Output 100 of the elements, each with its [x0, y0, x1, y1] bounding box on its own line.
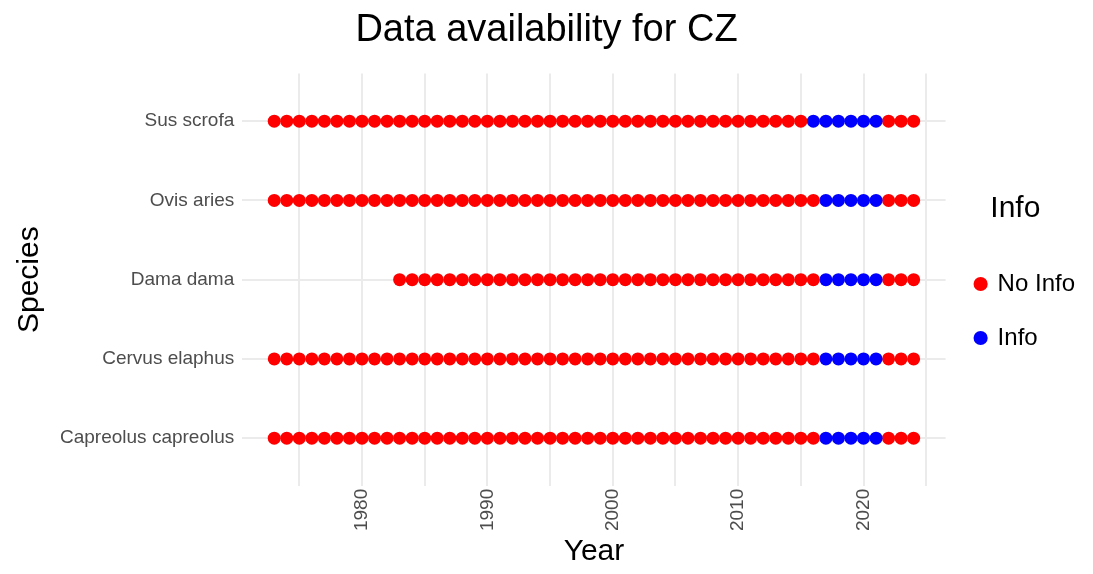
- point: [543, 431, 557, 445]
- point: [731, 273, 745, 287]
- point: [531, 273, 545, 287]
- point: [857, 114, 870, 128]
- point: [443, 431, 457, 445]
- point: [706, 431, 720, 445]
- point: [907, 431, 921, 445]
- point: [618, 352, 632, 366]
- point: [342, 114, 356, 128]
- point: [869, 431, 883, 445]
- point: [694, 193, 708, 207]
- point: [844, 114, 858, 128]
- y-tick-label: Ovis aries: [149, 188, 235, 210]
- point: [330, 114, 344, 128]
- point: [631, 114, 645, 128]
- point: [280, 352, 294, 366]
- x-tick-label: 2010: [726, 488, 748, 532]
- point: [781, 352, 795, 366]
- point: [531, 193, 545, 207]
- point: [593, 431, 607, 445]
- point: [631, 352, 645, 366]
- point: [769, 273, 783, 287]
- point: [882, 273, 896, 287]
- y-tick-label: Capreolus capreolus: [60, 426, 235, 448]
- point: [493, 431, 507, 445]
- point: [668, 431, 682, 445]
- point: [593, 193, 607, 207]
- point: [556, 431, 570, 445]
- point: [857, 273, 870, 287]
- point: [443, 114, 457, 128]
- point: [681, 273, 695, 287]
- point: [631, 193, 645, 207]
- point: [844, 193, 858, 207]
- x-tick-label: 2000: [600, 488, 622, 532]
- point: [568, 352, 582, 366]
- point: [618, 273, 632, 287]
- point: [531, 114, 545, 128]
- y-tick-label: Cervus elaphus: [102, 347, 235, 369]
- point: [719, 273, 733, 287]
- point: [618, 193, 632, 207]
- point: [694, 352, 708, 366]
- point: [869, 273, 883, 287]
- point: [368, 193, 382, 207]
- point: [631, 273, 645, 287]
- point: [643, 352, 657, 366]
- point: [568, 114, 582, 128]
- point: [794, 114, 808, 128]
- point: [393, 431, 407, 445]
- legend-title: Info: [990, 190, 1041, 224]
- point: [756, 273, 770, 287]
- point: [342, 193, 356, 207]
- point: [581, 114, 595, 128]
- point: [756, 193, 770, 207]
- point: [744, 352, 758, 366]
- point: [656, 273, 670, 287]
- point: [418, 114, 432, 128]
- point: [894, 114, 908, 128]
- point: [342, 431, 356, 445]
- point: [819, 352, 833, 366]
- point: [681, 352, 695, 366]
- point: [907, 193, 921, 207]
- point: [292, 193, 306, 207]
- chart-title: Data availability for CZ: [355, 7, 738, 50]
- point: [418, 352, 432, 366]
- point: [744, 431, 758, 445]
- point: [907, 352, 921, 366]
- point: [781, 273, 795, 287]
- point: [493, 352, 507, 366]
- point: [806, 273, 820, 287]
- point: [744, 273, 758, 287]
- point: [656, 352, 670, 366]
- point: [330, 193, 344, 207]
- point: [869, 352, 883, 366]
- point: [593, 352, 607, 366]
- point: [267, 114, 281, 128]
- point: [581, 273, 595, 287]
- point: [405, 114, 419, 128]
- point: [668, 352, 682, 366]
- point: [418, 273, 432, 287]
- point: [342, 352, 356, 366]
- point: [606, 431, 620, 445]
- point: [794, 352, 808, 366]
- point: [869, 114, 883, 128]
- point: [405, 431, 419, 445]
- point: [468, 114, 482, 128]
- point: [744, 114, 758, 128]
- point: [806, 114, 820, 128]
- point: [731, 431, 745, 445]
- point: [531, 352, 545, 366]
- point: [305, 193, 319, 207]
- point: [857, 193, 870, 207]
- point: [606, 114, 620, 128]
- point: [794, 193, 808, 207]
- point: [744, 193, 758, 207]
- point: [831, 431, 845, 445]
- point: [806, 352, 820, 366]
- point: [505, 193, 519, 207]
- point: [656, 193, 670, 207]
- point: [656, 114, 670, 128]
- point: [455, 431, 469, 445]
